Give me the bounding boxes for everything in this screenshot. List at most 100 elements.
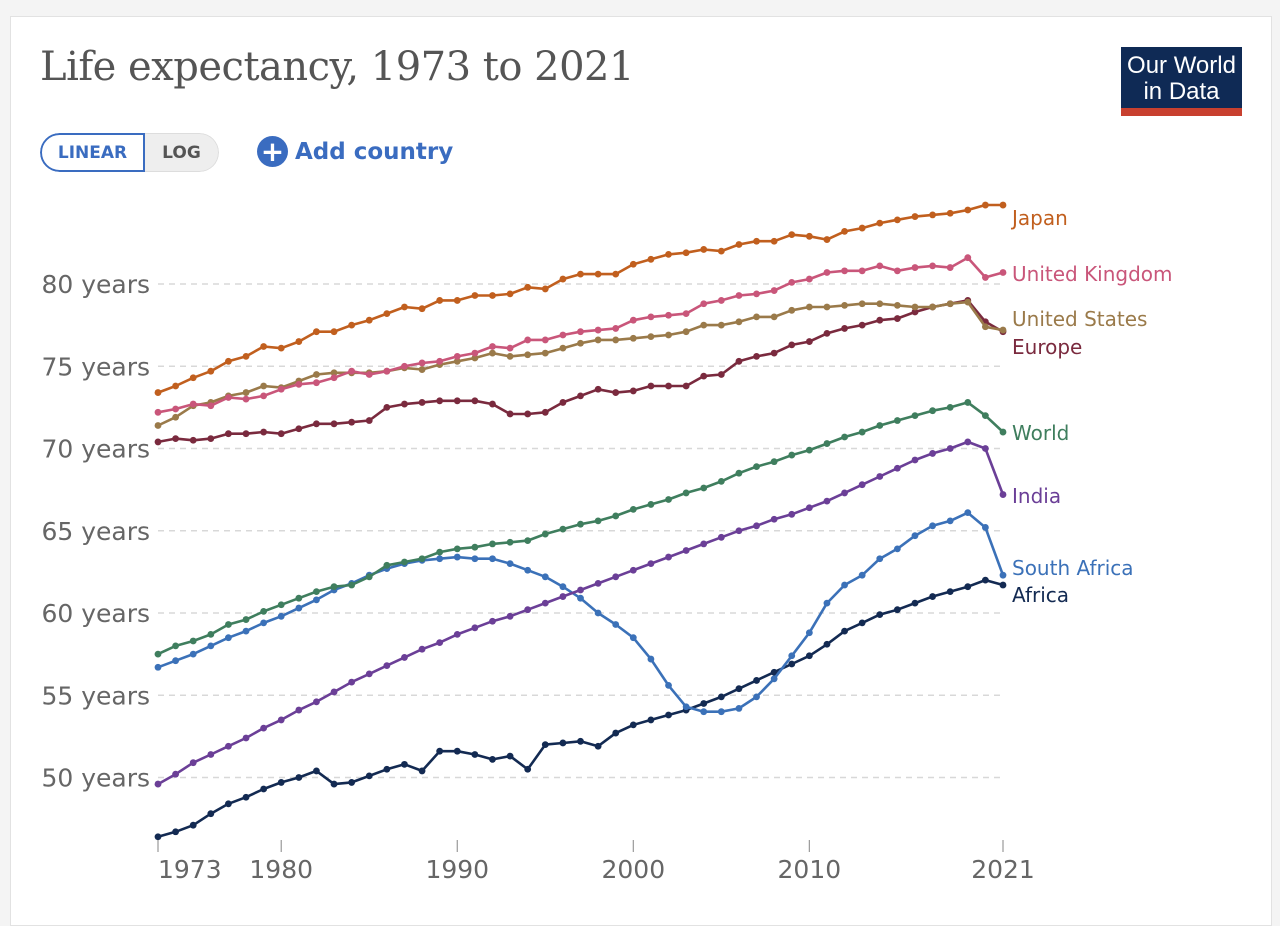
data-point[interactable] xyxy=(330,374,338,382)
data-point[interactable] xyxy=(453,352,461,360)
data-point[interactable] xyxy=(541,530,549,538)
log-scale-button[interactable]: LOG xyxy=(145,133,219,172)
data-point[interactable] xyxy=(189,436,197,444)
data-point[interactable] xyxy=(893,417,901,424)
data-point[interactable] xyxy=(929,593,936,600)
data-point[interactable] xyxy=(841,433,848,441)
data-point[interactable] xyxy=(242,793,250,801)
data-point[interactable] xyxy=(893,267,901,275)
data-point[interactable] xyxy=(770,287,778,294)
data-point[interactable] xyxy=(577,392,584,400)
data-point[interactable] xyxy=(453,397,461,405)
data-point[interactable] xyxy=(313,420,320,428)
data-point[interactable] xyxy=(506,612,514,620)
data-point[interactable] xyxy=(277,612,285,620)
data-point[interactable] xyxy=(453,553,461,561)
data-point[interactable] xyxy=(682,547,690,554)
data-point[interactable] xyxy=(647,382,655,390)
data-point[interactable] xyxy=(541,408,549,416)
data-point[interactable] xyxy=(753,352,760,360)
data-point[interactable] xyxy=(436,297,444,304)
data-point[interactable] xyxy=(348,367,356,375)
data-point[interactable] xyxy=(841,581,848,589)
data-point[interactable] xyxy=(858,267,866,275)
data-point[interactable] xyxy=(559,593,567,600)
data-point[interactable] xyxy=(189,759,197,767)
data-point[interactable] xyxy=(225,394,232,401)
data-point[interactable] xyxy=(154,408,162,416)
data-point[interactable] xyxy=(453,357,461,365)
data-point[interactable] xyxy=(225,634,232,642)
data-point[interactable] xyxy=(999,201,1007,209)
data-point[interactable] xyxy=(823,303,831,311)
series-world[interactable] xyxy=(154,399,1007,658)
series-japan[interactable] xyxy=(154,201,1007,396)
series-india[interactable] xyxy=(154,438,1007,788)
data-point[interactable] xyxy=(629,260,637,268)
data-point[interactable] xyxy=(348,678,356,686)
data-point[interactable] xyxy=(876,611,884,619)
data-point[interactable] xyxy=(858,571,866,579)
data-point[interactable] xyxy=(612,621,620,628)
data-point[interactable] xyxy=(225,357,232,365)
data-point[interactable] xyxy=(981,274,989,281)
data-point[interactable] xyxy=(929,211,936,219)
data-point[interactable] xyxy=(929,262,936,270)
data-point[interactable] xyxy=(682,310,690,318)
data-point[interactable] xyxy=(207,751,215,758)
data-point[interactable] xyxy=(418,645,426,653)
data-point[interactable] xyxy=(418,399,426,406)
data-point[interactable] xyxy=(348,581,356,589)
data-point[interactable] xyxy=(788,660,796,668)
data-point[interactable] xyxy=(559,525,567,533)
data-point[interactable] xyxy=(841,489,848,497)
data-point[interactable] xyxy=(964,298,972,306)
data-point[interactable] xyxy=(999,571,1007,579)
data-point[interactable] xyxy=(277,430,285,438)
data-point[interactable] xyxy=(277,779,285,786)
data-point[interactable] xyxy=(946,588,954,596)
data-point[interactable] xyxy=(594,579,602,587)
data-point[interactable] xyxy=(559,399,567,406)
data-point[interactable] xyxy=(154,650,162,658)
data-point[interactable] xyxy=(154,780,162,788)
data-point[interactable] xyxy=(805,338,813,345)
data-point[interactable] xyxy=(594,742,602,750)
data-point[interactable] xyxy=(647,313,655,321)
data-point[interactable] xyxy=(717,297,725,304)
data-point[interactable] xyxy=(489,343,496,350)
data-point[interactable] xyxy=(207,435,215,443)
series-line[interactable] xyxy=(157,578,1004,838)
data-point[interactable] xyxy=(489,349,496,357)
data-point[interactable] xyxy=(330,328,338,336)
data-point[interactable] xyxy=(418,555,426,563)
data-point[interactable] xyxy=(805,275,813,283)
data-point[interactable] xyxy=(858,619,866,627)
data-point[interactable] xyxy=(911,456,919,464)
data-point[interactable] xyxy=(524,606,532,614)
data-point[interactable] xyxy=(647,255,655,263)
data-point[interactable] xyxy=(717,371,725,378)
data-point[interactable] xyxy=(172,435,180,443)
data-point[interactable] xyxy=(277,344,285,352)
data-point[interactable] xyxy=(770,313,778,321)
data-point[interactable] xyxy=(489,756,496,763)
data-point[interactable] xyxy=(665,496,672,503)
data-point[interactable] xyxy=(876,555,884,563)
data-point[interactable] xyxy=(594,326,602,334)
data-point[interactable] xyxy=(999,581,1007,589)
data-point[interactable] xyxy=(471,624,479,632)
data-point[interactable] xyxy=(295,706,303,714)
data-point[interactable] xyxy=(594,336,602,344)
data-point[interactable] xyxy=(964,254,972,262)
data-point[interactable] xyxy=(981,412,989,419)
data-point[interactable] xyxy=(964,583,972,591)
data-point[interactable] xyxy=(365,417,373,424)
data-point[interactable] xyxy=(260,392,268,400)
data-point[interactable] xyxy=(911,213,919,220)
data-point[interactable] xyxy=(753,522,760,530)
data-point[interactable] xyxy=(260,724,268,732)
data-point[interactable] xyxy=(753,677,760,684)
data-point[interactable] xyxy=(436,548,444,556)
series-label[interactable]: United Kingdom xyxy=(1012,262,1173,286)
